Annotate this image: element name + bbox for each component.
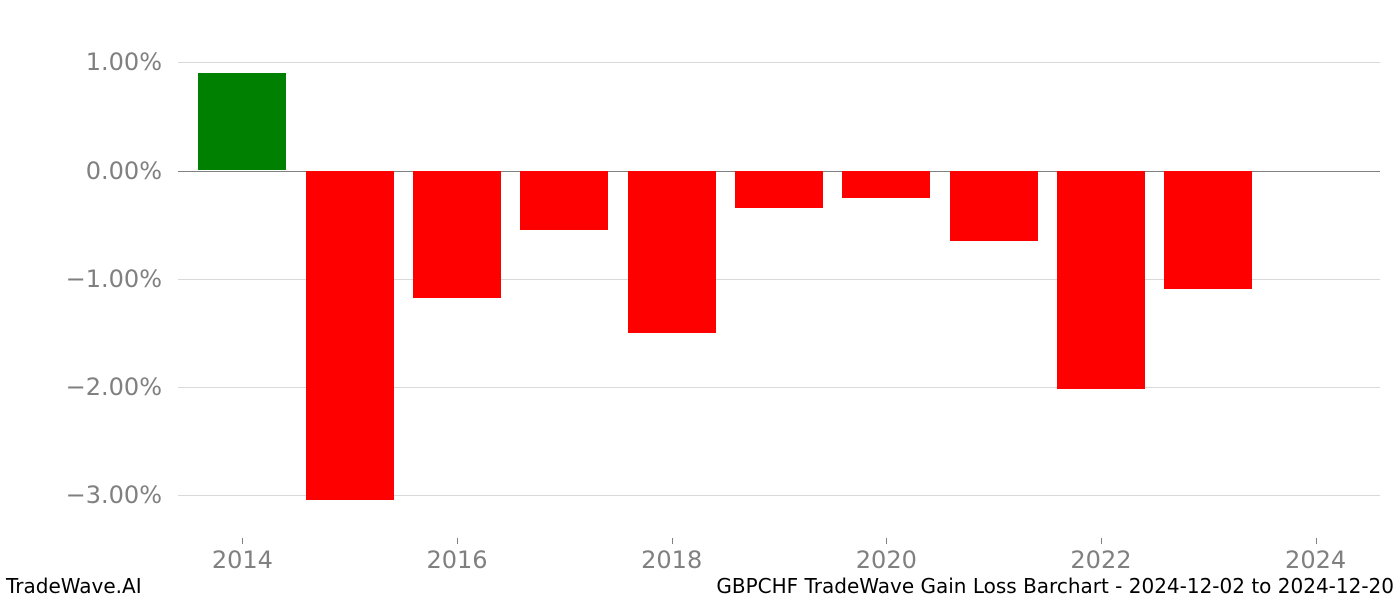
y-tick-label: 0.00% [0,157,162,185]
x-tick-label: 2024 [1285,546,1346,574]
chart-container: −3.00% −2.00% −1.00% 0.00% 1.00% 2014 2016 201… [0,0,1400,600]
x-tick-label: 2016 [426,546,487,574]
x-tick-label: 2022 [1070,546,1131,574]
bar [842,171,930,198]
bar [413,171,501,299]
plot-area [178,30,1380,538]
x-tick-mark [672,538,673,544]
x-tick-label: 2014 [212,546,273,574]
x-tick-label: 2020 [856,546,917,574]
y-tick-label: −2.00% [0,373,162,401]
y-tick-label: −3.00% [0,481,162,509]
y-tick-label: −1.00% [0,265,162,293]
gridline [178,62,1380,63]
x-tick-mark [1101,538,1102,544]
bar [950,171,1038,241]
bar [520,171,608,230]
x-tick-mark [1316,538,1317,544]
y-tick-label: 1.00% [0,48,162,76]
bar [1057,171,1145,389]
bar [735,171,823,209]
bar [198,73,286,170]
x-tick-mark [242,538,243,544]
bar [306,171,394,501]
bar [1164,171,1252,290]
x-tick-mark [886,538,887,544]
x-tick-mark [457,538,458,544]
bar [628,171,716,333]
footer-right-text: GBPCHF TradeWave Gain Loss Barchart - 20… [716,574,1394,598]
footer-left-text: TradeWave.AI [6,574,142,598]
x-tick-label: 2018 [641,546,702,574]
